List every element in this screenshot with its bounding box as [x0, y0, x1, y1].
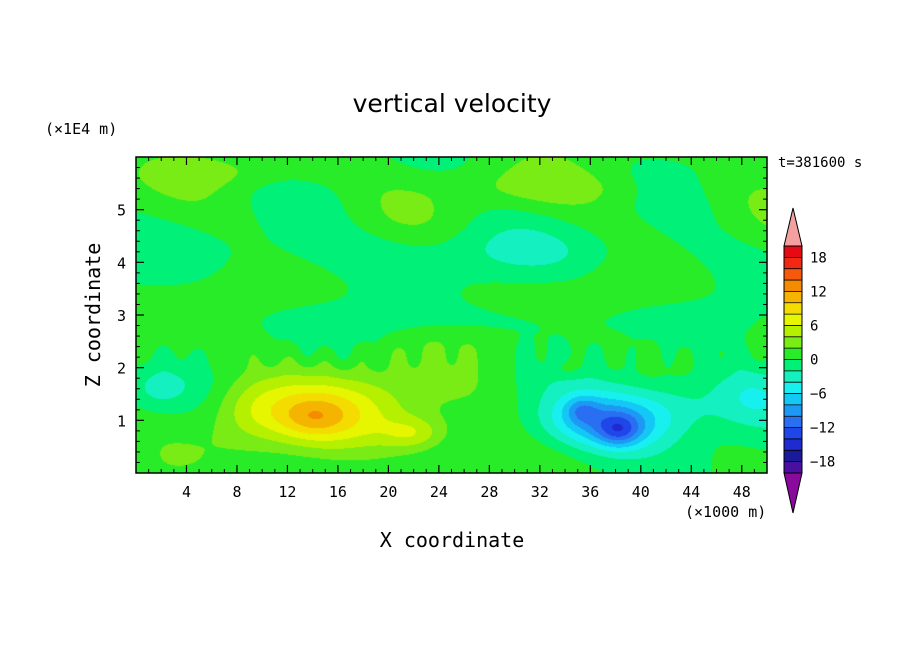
- y-axis-title: Z coordinate: [81, 243, 105, 388]
- x-tick-label: 36: [581, 483, 599, 501]
- colorbar-band: [784, 302, 802, 315]
- x-tick-label: 12: [278, 483, 296, 501]
- colorbar-band: [784, 246, 802, 258]
- colorbar-tick-label: −12: [810, 421, 835, 437]
- y-tick-label: 1: [117, 412, 126, 430]
- x-tick-label: 20: [379, 483, 397, 501]
- x-tick-label: 28: [480, 483, 498, 501]
- time-label: t=381600 s: [778, 155, 862, 171]
- colorbar-min-arrow: [783, 472, 803, 514]
- colorbar-band: [784, 450, 802, 463]
- colorbar-band: [784, 404, 802, 417]
- colorbar: 18 12 6 0 −6 −12 −18: [783, 207, 835, 514]
- colorbar-max-arrow: [783, 207, 803, 247]
- colorbar-band: [784, 370, 802, 383]
- colorbar-band: [784, 314, 802, 326]
- colorbar-band: [784, 257, 802, 270]
- x-tick-label: 40: [632, 483, 650, 501]
- x-tick-label: 24: [430, 483, 448, 501]
- x-tick-label: 16: [329, 483, 347, 501]
- y-tick-label: 2: [117, 360, 126, 378]
- x-tick-label: 8: [232, 483, 241, 501]
- colorbar-band: [784, 382, 802, 394]
- y-tick-label: 4: [117, 254, 126, 272]
- x-tick-label: 48: [733, 483, 751, 501]
- plot-area: [135, 156, 768, 474]
- x-tick-label: 4: [182, 483, 191, 501]
- colorbar-tick-label: 0: [810, 353, 818, 369]
- x-axis-title: X coordinate: [380, 528, 525, 552]
- colorbar-band: [784, 416, 802, 428]
- colorbar-band: [784, 291, 802, 304]
- colorbar-tick-label: 18: [810, 250, 827, 266]
- colorbar-tick-label: −6: [810, 387, 827, 403]
- colorbar-band: [784, 325, 802, 338]
- colorbar-band: [784, 336, 802, 349]
- colorbar-band: [784, 268, 802, 281]
- colorbar-band: [784, 461, 802, 474]
- x-unit-label: (×1000 m): [685, 503, 766, 521]
- colorbar-band: [784, 280, 802, 292]
- chart-title: vertical velocity: [353, 89, 552, 118]
- x-tick-label: 32: [531, 483, 549, 501]
- colorbar-band: [784, 359, 802, 372]
- colorbar-band: [784, 438, 802, 451]
- y-unit-label: (×1E4 m): [45, 120, 117, 138]
- colorbar-band: [784, 348, 802, 360]
- y-tick-label: 3: [117, 307, 126, 325]
- velocity-field-image: [136, 157, 767, 473]
- y-tick-label: 5: [117, 202, 126, 220]
- x-tick-label: 44: [682, 483, 700, 501]
- colorbar-band: [784, 393, 802, 406]
- colorbar-band: [784, 427, 802, 440]
- colorbar-tick-label: 6: [810, 318, 818, 334]
- x-axis: 4 8 12 16 20 24 28 32 36 40 44 48: [148, 157, 755, 501]
- colorbar-tick-label: −18: [810, 455, 835, 471]
- colorbar-tick-label: 12: [810, 284, 827, 300]
- y-axis: 1 2 3 4 5: [117, 167, 767, 463]
